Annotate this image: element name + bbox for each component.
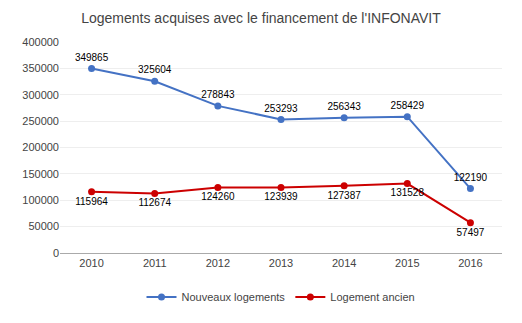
svg-text:400000: 400000	[22, 36, 59, 48]
svg-text:0: 0	[53, 247, 59, 259]
svg-text:50000: 50000	[28, 220, 59, 232]
svg-text:124260: 124260	[201, 191, 235, 202]
svg-text:150000: 150000	[22, 168, 59, 180]
svg-text:250000: 250000	[22, 115, 59, 127]
svg-text:100000: 100000	[22, 194, 59, 206]
svg-text:2010: 2010	[79, 257, 103, 269]
svg-text:57497: 57497	[457, 227, 485, 238]
svg-text:300000: 300000	[22, 89, 59, 101]
svg-text:2011: 2011	[143, 257, 167, 269]
svg-text:349865: 349865	[75, 52, 109, 63]
svg-text:2014: 2014	[332, 257, 356, 269]
svg-text:325604: 325604	[138, 64, 172, 75]
svg-text:256343: 256343	[327, 101, 361, 112]
svg-text:2015: 2015	[395, 257, 419, 269]
svg-text:127387: 127387	[327, 190, 361, 201]
svg-text:122190: 122190	[454, 172, 488, 183]
svg-text:115964: 115964	[75, 196, 108, 207]
svg-text:2013: 2013	[269, 257, 293, 269]
svg-text:350000: 350000	[22, 62, 59, 74]
svg-text:123939: 123939	[264, 191, 298, 202]
svg-text:200000: 200000	[22, 141, 59, 153]
svg-text:258429: 258429	[391, 100, 425, 111]
svg-text:131528: 131528	[391, 187, 425, 198]
svg-text:112674: 112674	[138, 197, 171, 208]
svg-text:253293: 253293	[264, 103, 298, 114]
svg-text:Logements acquises avec le fin: Logements acquises avec le financement d…	[81, 10, 441, 26]
svg-text:2016: 2016	[458, 257, 482, 269]
svg-text:Nouveaux logements: Nouveaux logements	[182, 291, 286, 303]
svg-text:2012: 2012	[206, 257, 230, 269]
svg-text:278843: 278843	[201, 89, 235, 100]
svg-text:Logement ancien: Logement ancien	[330, 291, 414, 303]
